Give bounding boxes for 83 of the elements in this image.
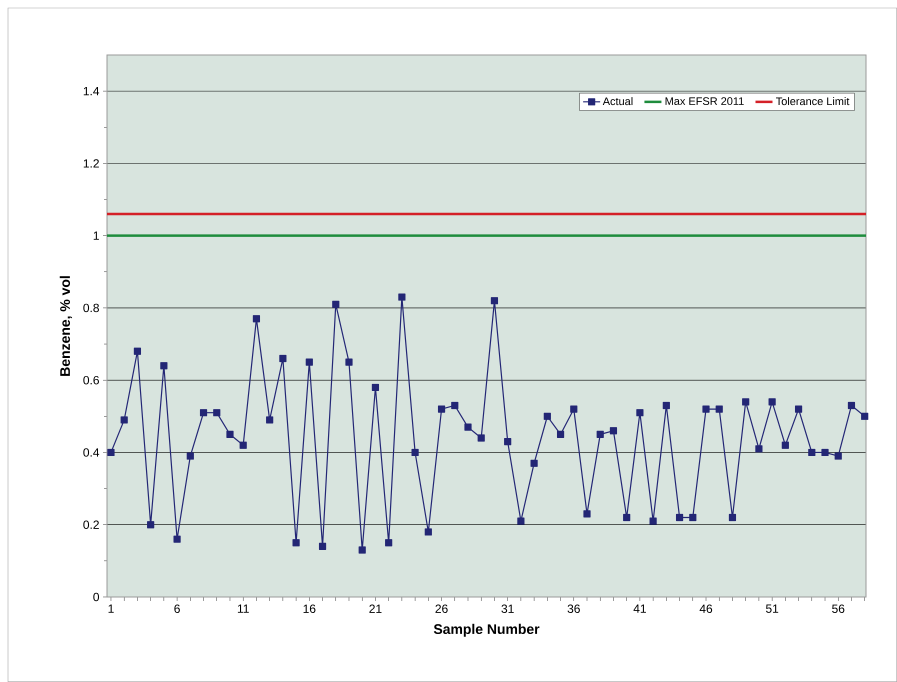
legend-label: Tolerance Limit	[776, 97, 850, 106]
x-tick-label: 51	[766, 604, 778, 613]
point	[517, 518, 524, 525]
x-tick-label: 21	[369, 604, 382, 613]
point	[689, 514, 696, 522]
point	[610, 427, 618, 434]
point	[173, 536, 181, 543]
point	[544, 412, 551, 420]
point	[742, 398, 750, 406]
y-tick-label: 1	[94, 232, 99, 240]
x-tick-label: 1	[108, 604, 114, 613]
y-tick-label: 1.4	[84, 87, 100, 96]
point	[120, 416, 128, 424]
point	[782, 442, 789, 449]
point	[240, 442, 247, 449]
y-tick-label: 0.4	[83, 448, 100, 457]
point	[398, 293, 406, 301]
point	[755, 445, 763, 452]
point	[794, 405, 802, 413]
x-tick-label: 46	[700, 604, 712, 613]
x-tick-label: 31	[501, 604, 514, 613]
point	[438, 405, 446, 413]
point	[834, 452, 842, 460]
y-axis-title: Benzene, % vol	[60, 276, 72, 376]
point	[160, 362, 168, 370]
point	[821, 448, 829, 456]
point	[716, 405, 723, 413]
point	[570, 405, 578, 413]
point	[412, 448, 419, 456]
point	[702, 405, 710, 413]
point	[504, 438, 512, 446]
point	[107, 448, 115, 456]
x-tick-label: 11	[238, 604, 249, 613]
point	[451, 402, 458, 410]
x-axis-title: Sample Number	[434, 624, 540, 637]
y-tick-label: 1.2	[84, 159, 99, 168]
point	[728, 514, 736, 522]
point	[318, 542, 326, 550]
legend-label: Actual	[602, 97, 632, 106]
point	[358, 546, 366, 554]
point	[662, 402, 670, 410]
point	[596, 430, 604, 438]
point	[266, 416, 274, 424]
point	[464, 424, 472, 431]
point	[636, 409, 644, 416]
x-tick-label: 36	[568, 604, 580, 613]
point	[848, 402, 856, 410]
y-tick-label: 0.2	[83, 520, 99, 529]
point	[768, 398, 776, 406]
point	[252, 315, 260, 322]
x-tick-label: 41	[634, 604, 646, 613]
point	[372, 384, 380, 392]
point	[279, 354, 286, 362]
point	[650, 518, 657, 525]
x-tick-label: 16	[304, 604, 316, 613]
point	[186, 452, 194, 460]
point	[200, 409, 208, 416]
point	[478, 434, 485, 442]
point	[530, 460, 538, 467]
point	[134, 348, 142, 355]
point	[306, 358, 313, 366]
point	[623, 514, 630, 522]
point	[147, 521, 154, 528]
x-tick-label: 26	[435, 604, 448, 613]
point	[556, 430, 564, 438]
x-tick-label: 6	[174, 604, 180, 613]
point	[385, 539, 392, 546]
point	[490, 297, 498, 304]
point	[213, 409, 220, 416]
point	[676, 514, 684, 522]
y-tick-label: 0	[93, 592, 100, 602]
point	[226, 430, 234, 438]
y-tick-label: 0.8	[83, 304, 99, 312]
x-tick-label: 56	[832, 604, 844, 613]
point	[345, 358, 353, 366]
point	[424, 528, 432, 536]
point	[292, 539, 300, 546]
legend-label: Max EFSR 2011	[666, 97, 744, 106]
y-tick-label: 0.6	[83, 376, 99, 384]
point	[332, 300, 340, 308]
point	[808, 448, 816, 456]
point	[861, 412, 868, 420]
point	[583, 510, 591, 518]
